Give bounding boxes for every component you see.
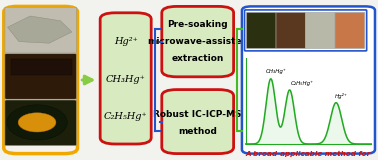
Text: Hg²⁺: Hg²⁺: [335, 93, 348, 99]
FancyBboxPatch shape: [162, 6, 234, 77]
FancyBboxPatch shape: [162, 90, 234, 154]
Text: CH₃Hg⁺: CH₃Hg⁺: [266, 68, 287, 74]
Text: C₂H₅Hg⁺: C₂H₅Hg⁺: [104, 112, 147, 121]
Polygon shape: [11, 59, 72, 75]
FancyBboxPatch shape: [5, 7, 76, 53]
Text: CH₃Hg⁺: CH₃Hg⁺: [106, 76, 146, 84]
Text: microwave-assisted: microwave-assisted: [147, 37, 248, 46]
FancyBboxPatch shape: [276, 12, 306, 48]
FancyBboxPatch shape: [5, 100, 76, 146]
FancyBboxPatch shape: [335, 12, 365, 48]
Ellipse shape: [7, 105, 67, 140]
Text: A broad-applicable method for: A broad-applicable method for: [246, 150, 371, 156]
Text: extraction: extraction: [172, 54, 224, 63]
Text: Robust IC-ICP-MS: Robust IC-ICP-MS: [153, 110, 242, 119]
FancyBboxPatch shape: [5, 54, 76, 99]
FancyBboxPatch shape: [100, 13, 151, 144]
FancyBboxPatch shape: [246, 12, 276, 48]
Polygon shape: [8, 16, 72, 43]
FancyBboxPatch shape: [4, 6, 77, 154]
FancyBboxPatch shape: [305, 12, 335, 48]
Text: Pre-soaking: Pre-soaking: [167, 20, 228, 29]
FancyBboxPatch shape: [242, 6, 375, 154]
Ellipse shape: [18, 113, 56, 132]
Text: C₂H₅Hg⁺: C₂H₅Hg⁺: [291, 81, 314, 87]
Text: method: method: [178, 128, 217, 136]
Text: Hg²⁺: Hg²⁺: [114, 37, 138, 46]
